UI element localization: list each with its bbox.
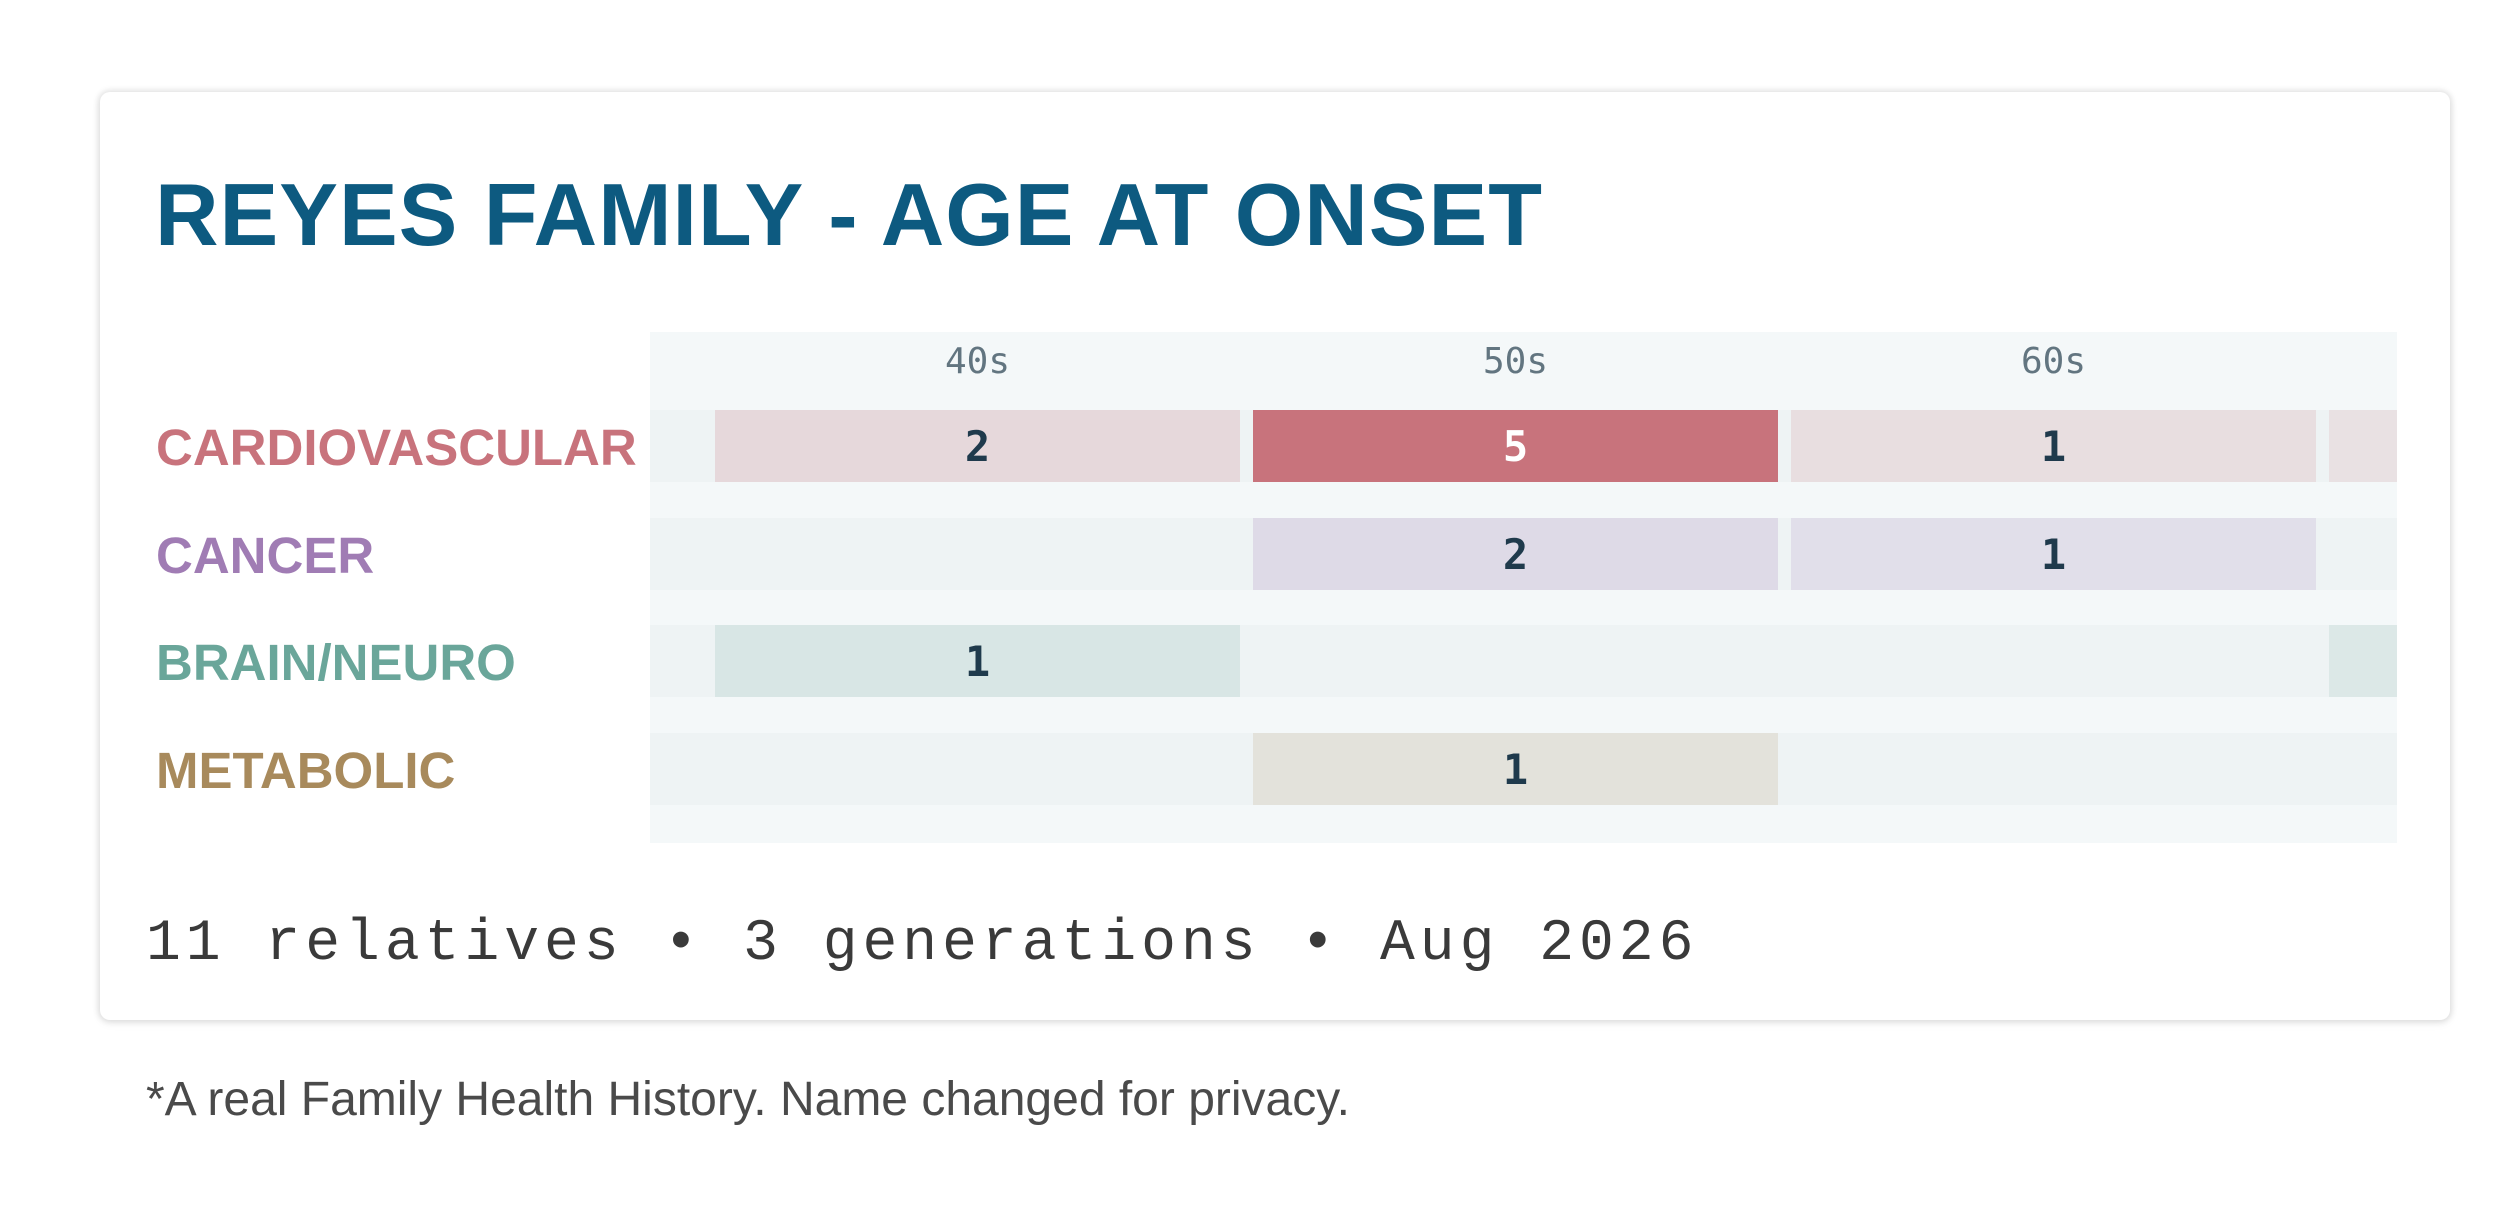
heatmap-cell-leading: [652, 410, 703, 482]
heatmap-cell-leading: [652, 733, 703, 805]
heatmap-cell: 2: [715, 410, 1240, 482]
heatmap-cell: 5: [1253, 410, 1778, 482]
heatmap-cell-overflow: [2329, 625, 2397, 697]
heatmap-cell: [715, 733, 1240, 805]
heatmap-cell: 1: [1791, 518, 2316, 590]
row-label: BRAIN/NEURO: [156, 634, 516, 691]
heatmap-cell: [1253, 625, 1778, 697]
heatmap-cell: 2: [1253, 518, 1778, 590]
heatmap-cell: 1: [1791, 410, 2316, 482]
heatmap-cell: [1791, 733, 2316, 805]
privacy-caption: *A real Family Health History. Name chan…: [146, 1073, 1351, 1126]
heatmap-cell-overflow: [2329, 518, 2397, 590]
row-label: CANCER: [156, 527, 375, 584]
heatmap-cell-leading: [652, 518, 703, 590]
row-label: METABOLIC: [156, 742, 456, 799]
heatmap-cell: 1: [715, 625, 1240, 697]
heatmap-cell: 1: [1253, 733, 1778, 805]
column-label: 40s: [944, 341, 1011, 382]
card-title: REYES FAMILY - AGE AT ONSET: [155, 165, 1543, 264]
heatmap-cell-overflow: [2329, 733, 2397, 805]
row-label: CARDIOVASCULAR: [156, 419, 637, 476]
heatmap-cell: [715, 518, 1240, 590]
heatmap-cell-overflow: [2329, 410, 2397, 482]
heatmap-cell: [1791, 625, 2316, 697]
heatmap-cell-leading: [652, 625, 703, 697]
family-stats: 11 relatives • 3 generations • Aug 2026: [146, 912, 1699, 977]
column-label: 60s: [2020, 341, 2087, 382]
column-label: 50s: [1482, 341, 1549, 382]
